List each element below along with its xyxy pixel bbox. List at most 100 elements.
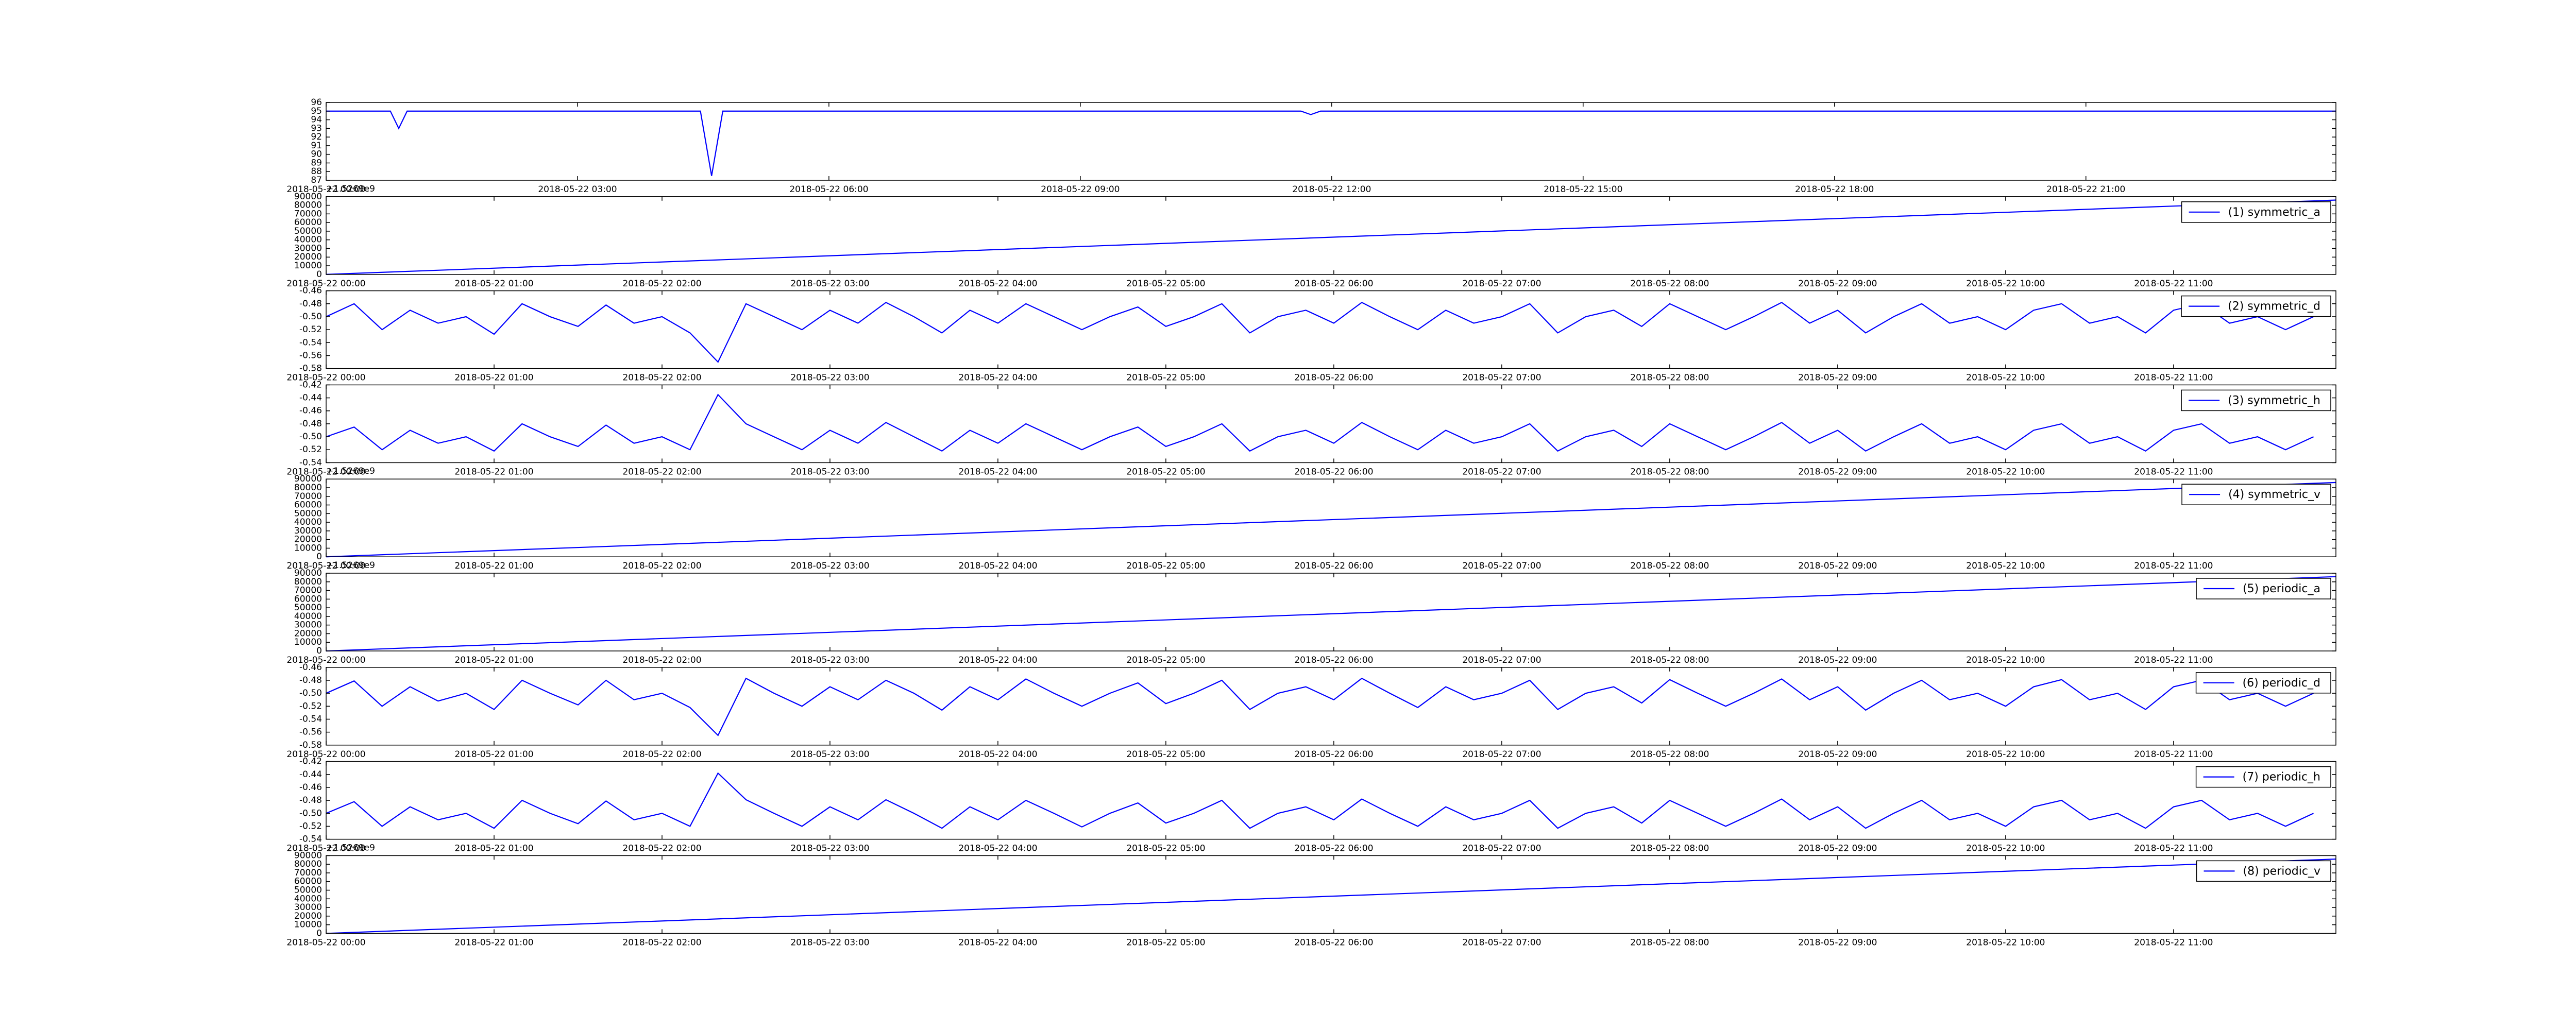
legend: (5) periodic_a xyxy=(2196,578,2331,599)
y-tick-label: 40000 xyxy=(294,611,322,622)
x-tick-label: 2018-05-22 06:00 xyxy=(1294,467,1373,477)
x-tick-label: 2018-05-22 04:00 xyxy=(958,655,1037,665)
x-tick-label: 2018-05-22 09:00 xyxy=(1798,937,1877,948)
x-tick-label: 2018-05-22 09:00 xyxy=(1798,279,1877,289)
y-tick-label: 87 xyxy=(311,175,322,185)
legend: (2) symmetric_d xyxy=(2181,295,2331,317)
y-tick-label: 89 xyxy=(311,158,322,168)
legend-box xyxy=(2196,860,2331,882)
x-tick-label: 2018-05-22 03:00 xyxy=(790,655,869,665)
y-tick-label: 50000 xyxy=(294,885,322,896)
x-tick-label: 2018-05-22 07:00 xyxy=(1462,749,1541,760)
y-tick-label: -0.44 xyxy=(299,769,322,780)
y-tick-label: -0.54 xyxy=(299,337,322,348)
y-tick-label: -0.48 xyxy=(299,419,322,429)
x-tick-label: 2018-05-22 08:00 xyxy=(1630,937,1709,948)
x-tick-label: 2018-05-22 07:00 xyxy=(1462,373,1541,383)
y-tick-label: 90000 xyxy=(294,568,322,578)
x-tick-label: 2018-05-22 04:00 xyxy=(958,844,1037,854)
legend-label: (7) periodic_h xyxy=(2243,771,2320,784)
y-tick-label: 10000 xyxy=(294,261,322,271)
x-tick-label: 2018-05-22 08:00 xyxy=(1630,467,1709,477)
x-tick-label: 2018-05-22 12:00 xyxy=(1292,184,1371,195)
y-tick-label: 80000 xyxy=(294,859,322,869)
x-tick-label: 2018-05-22 05:00 xyxy=(1126,561,1205,571)
x-tick-label: 2018-05-22 10:00 xyxy=(1966,373,2045,383)
x-tick-label: 2018-05-22 02:00 xyxy=(622,561,701,571)
x-tick-label: 2018-05-22 01:00 xyxy=(454,749,533,760)
legend: (7) periodic_h xyxy=(2195,766,2331,788)
x-tick-label: 2018-05-22 11:00 xyxy=(2134,937,2213,948)
y-tick-label: 20000 xyxy=(294,628,322,639)
x-tick-label: 2018-05-22 05:00 xyxy=(1126,749,1205,760)
x-tick-label: 2018-05-22 00:00 xyxy=(286,655,365,665)
x-tick-label: 2018-05-22 05:00 xyxy=(1126,279,1205,289)
x-tick-label: 2018-05-22 00:00 xyxy=(286,279,365,289)
y-tick-label: 70000 xyxy=(294,586,322,596)
y-tick-label: 50000 xyxy=(294,603,322,613)
offset-text: +1.5269e9 xyxy=(326,466,375,476)
x-tick-label: 2018-05-22 00:00 xyxy=(286,749,365,760)
axes-background xyxy=(326,573,2336,651)
x-tick-label: 2018-05-22 08:00 xyxy=(1630,279,1709,289)
x-tick-label: 2018-05-22 03:00 xyxy=(790,844,869,854)
x-tick-label: 2018-05-22 11:00 xyxy=(2134,844,2213,854)
y-tick-label: 20000 xyxy=(294,252,322,262)
y-tick-label: -0.54 xyxy=(299,714,322,724)
y-tick-label: 96 xyxy=(311,97,322,108)
x-tick-label: 2018-05-22 04:00 xyxy=(958,937,1037,948)
y-tick-label: 30000 xyxy=(294,526,322,536)
y-tick-label: 0 xyxy=(316,928,322,938)
axes-background xyxy=(326,385,2336,463)
axes-frame xyxy=(326,290,2336,369)
x-tick-label: 2018-05-22 21:00 xyxy=(2046,184,2125,195)
legend: (8) periodic_v xyxy=(2196,860,2331,882)
x-tick-label: 2018-05-22 08:00 xyxy=(1630,655,1709,665)
y-tick-label: -0.48 xyxy=(299,795,322,805)
x-tick-label: 2018-05-22 05:00 xyxy=(1126,844,1205,854)
x-tick-label: 2018-05-22 10:00 xyxy=(1966,561,2045,571)
y-tick-label: -0.58 xyxy=(299,364,322,374)
x-tick-label: 2018-05-22 04:00 xyxy=(958,749,1037,760)
y-tick-label: -0.50 xyxy=(299,312,322,322)
axes-background xyxy=(326,290,2336,369)
axes-frame xyxy=(326,478,2336,557)
x-tick-label: 2018-05-22 04:00 xyxy=(958,373,1037,383)
y-tick-label: 70000 xyxy=(294,209,322,219)
x-tick-label: 2018-05-22 03:00 xyxy=(790,373,869,383)
legend-label: (4) symmetric_v xyxy=(2228,488,2320,501)
y-tick-label: -0.56 xyxy=(299,350,322,360)
x-tick-label: 2018-05-22 01:00 xyxy=(454,655,533,665)
data-line xyxy=(326,859,2336,934)
legend: (4) symmetric_v xyxy=(2181,484,2331,505)
x-tick-label: 2018-05-22 06:00 xyxy=(1294,749,1373,760)
x-tick-label: 2018-05-22 01:00 xyxy=(454,467,533,477)
axes-frame xyxy=(326,196,2336,275)
x-tick-label: 2018-05-22 06:00 xyxy=(1294,373,1373,383)
x-tick-label: 2018-05-22 04:00 xyxy=(958,467,1037,477)
offset-text: +1.5269e9 xyxy=(326,560,375,571)
legend: (1) symmetric_a xyxy=(2181,201,2331,223)
x-tick-label: 2018-05-22 00:00 xyxy=(286,937,365,948)
x-tick-label: 2018-05-22 10:00 xyxy=(1966,279,2045,289)
x-tick-label: 2018-05-22 15:00 xyxy=(1544,184,1622,195)
data-line xyxy=(326,301,2314,363)
y-tick-label: 60000 xyxy=(294,500,322,510)
y-tick-label: 30000 xyxy=(294,243,322,253)
legend: (3) symmetric_h xyxy=(2181,389,2331,411)
x-tick-label: 2018-05-22 08:00 xyxy=(1630,844,1709,854)
x-tick-label: 2018-05-22 02:00 xyxy=(622,655,701,665)
y-tick-label: 70000 xyxy=(294,868,322,878)
x-tick-label: 2018-05-22 10:00 xyxy=(1966,749,2045,760)
x-tick-label: 2018-05-22 03:00 xyxy=(790,561,869,571)
axes-background xyxy=(326,196,2336,274)
axes-frame xyxy=(326,761,2336,840)
y-tick-label: -0.52 xyxy=(299,324,322,335)
y-tick-label: 92 xyxy=(311,132,322,142)
x-tick-label: 2018-05-22 10:00 xyxy=(1966,844,2045,854)
x-tick-label: 2018-05-22 03:00 xyxy=(790,749,869,760)
x-tick-label: 2018-05-22 08:00 xyxy=(1630,561,1709,571)
y-tick-label: 10000 xyxy=(294,637,322,647)
x-tick-label: 2018-05-22 06:00 xyxy=(1294,937,1373,948)
